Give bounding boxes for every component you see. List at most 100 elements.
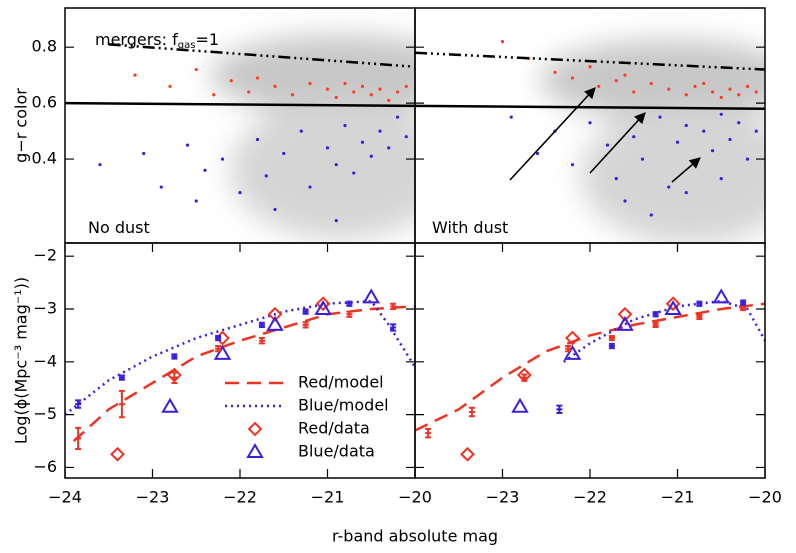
data-diamond	[267, 306, 283, 322]
point	[185, 143, 190, 147]
error-bar	[346, 300, 353, 307]
model-line	[72, 305, 416, 442]
data-diamond	[460, 446, 475, 462]
point	[553, 70, 557, 74]
density-cloud	[540, 40, 765, 243]
x-tick-label: −20	[748, 488, 782, 507]
point	[273, 207, 277, 212]
model-line	[415, 104, 765, 110]
data-diamond	[315, 296, 331, 312]
point	[395, 115, 400, 119]
point	[675, 140, 680, 144]
point	[369, 93, 373, 97]
error-bar	[171, 353, 178, 360]
point	[159, 185, 163, 189]
error-bar	[215, 334, 222, 342]
point	[623, 73, 627, 77]
point	[343, 123, 347, 128]
point	[404, 135, 408, 139]
error-bar	[258, 337, 265, 345]
x-tick-label: −22	[223, 488, 257, 507]
error-bar	[75, 399, 82, 409]
model-line	[414, 302, 766, 432]
point	[352, 90, 356, 94]
error-bar	[346, 310, 353, 318]
point	[378, 129, 382, 133]
error-bar	[118, 389, 125, 419]
error-bar	[171, 371, 178, 384]
point	[658, 115, 662, 119]
error-bar	[556, 404, 563, 415]
point	[588, 65, 592, 69]
error-bar	[468, 406, 475, 418]
point	[255, 137, 260, 142]
data-triangle	[213, 344, 232, 360]
point	[719, 95, 723, 100]
plots: 0.8 0.6 0.4g−r color mergers: fgas=1 No dust…	[12, 7, 782, 546]
point	[387, 146, 391, 150]
error-bar	[258, 321, 265, 328]
point	[203, 168, 207, 172]
data-diamond	[665, 296, 681, 312]
legend-swatch	[247, 421, 263, 437]
data-triangle	[161, 397, 179, 413]
point	[693, 84, 697, 88]
x-tick-label: −24	[48, 488, 82, 507]
point	[640, 157, 645, 161]
point	[352, 171, 356, 175]
point	[98, 163, 102, 167]
arrow	[509, 87, 596, 181]
error-bar	[565, 344, 572, 353]
error-bar	[652, 321, 659, 328]
data-triangle	[314, 300, 332, 316]
y-tick-label: 0.6	[32, 93, 57, 112]
y-tick-label: −2	[33, 246, 57, 265]
point	[299, 129, 303, 133]
point	[737, 121, 741, 125]
dust-arrows	[509, 87, 701, 183]
point	[605, 143, 610, 147]
error-bar	[390, 302, 397, 311]
point	[754, 129, 758, 133]
data-triangle	[511, 397, 529, 413]
error-bar	[75, 426, 82, 450]
point	[728, 87, 732, 91]
point	[754, 90, 758, 94]
x-tick-label: −23	[136, 488, 170, 507]
y-axis-label: g−r color	[12, 88, 31, 163]
point	[325, 87, 330, 91]
point	[632, 135, 636, 139]
x-tick-label: −21	[661, 488, 695, 507]
annotation-text: With dust	[432, 218, 508, 237]
point	[710, 149, 715, 153]
point	[500, 39, 505, 44]
error-bar	[696, 300, 703, 307]
error-bar	[302, 308, 309, 315]
point	[684, 93, 688, 97]
point	[334, 219, 338, 223]
error-bar	[302, 321, 309, 329]
data-triangle	[664, 300, 682, 316]
x-tick-label: −21	[311, 488, 345, 507]
panel-frame	[414, 242, 766, 479]
point	[168, 84, 172, 88]
annotation-text: No dust	[88, 218, 150, 237]
point	[597, 84, 601, 88]
point	[247, 90, 251, 94]
density-cloud	[210, 35, 415, 240]
point	[710, 90, 715, 94]
point	[588, 121, 592, 125]
annotation: With dust	[432, 218, 508, 237]
data-diamond	[565, 330, 580, 346]
annotation-sub: gas	[178, 40, 196, 51]
annotation: No dust	[88, 218, 150, 237]
y-tick-label: −3	[33, 299, 57, 318]
point	[632, 90, 636, 94]
model-line	[108, 43, 415, 68]
error-bar	[696, 313, 703, 321]
data-triangle	[266, 315, 284, 331]
point	[290, 93, 295, 97]
y-tick-label: 0.8	[32, 37, 57, 56]
error-bar	[390, 323, 397, 332]
annotation: mergers: fgas=1	[95, 30, 219, 52]
